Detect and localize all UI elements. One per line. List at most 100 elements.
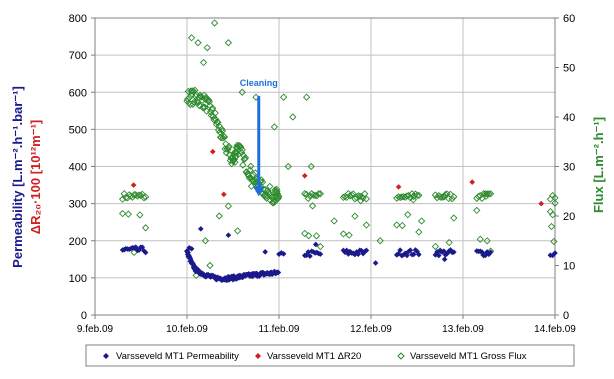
data-point-series-2: [284, 162, 292, 171]
data-point-series-2: [404, 211, 412, 219]
data-point-series-1: [469, 179, 476, 185]
data-point-series-2: [450, 193, 458, 201]
data-point-series-2: [445, 238, 453, 247]
data-point-series-2: [401, 193, 409, 201]
data-point-series-0: [435, 252, 442, 259]
data-point-series-0: [188, 245, 195, 252]
data-point-series-2: [247, 162, 255, 170]
data-point-series-0: [363, 247, 370, 254]
data-point-series-2: [315, 190, 323, 198]
data-point-series-2: [197, 93, 206, 101]
data-point-series-2: [208, 104, 217, 112]
cleaning-arrow-head: [252, 186, 265, 197]
data-point-series-0: [487, 249, 494, 256]
data-point-series-2: [330, 217, 338, 225]
data-point-series-2: [210, 19, 219, 27]
data-point-series-0: [441, 256, 448, 263]
data-point-series-2: [189, 100, 197, 108]
data-point-series-0: [410, 251, 417, 258]
data-point-series-2: [345, 231, 353, 239]
data-point-series-1: [301, 172, 308, 179]
data-point-series-2: [186, 100, 194, 109]
data-point-series-2: [231, 158, 239, 166]
data-point-series-2: [231, 148, 239, 157]
data-point-series-2: [232, 152, 240, 161]
data-point-series-2: [185, 93, 194, 101]
data-point-series-0: [407, 247, 414, 254]
data-point-series-2: [417, 217, 426, 225]
data-point-series-2: [273, 190, 281, 198]
data-point-series-2: [301, 190, 309, 198]
cleaning-annotation: Cleaning: [240, 78, 278, 197]
y-left-tick-label: 0: [81, 310, 87, 322]
y-left-tick-label: 300: [69, 199, 87, 211]
data-point-series-2: [249, 170, 258, 179]
y-left-tick-label: 700: [69, 50, 87, 62]
data-point-series-2: [301, 229, 309, 238]
y-left-tick-label: 800: [69, 13, 87, 25]
data-point-series-0: [404, 252, 410, 259]
data-point-series-2: [230, 155, 238, 163]
data-point-series-2: [275, 192, 283, 200]
data-point-series-2: [311, 191, 319, 199]
data-point-series-2: [199, 103, 208, 111]
data-point-series-2: [448, 195, 456, 203]
data-point-series-2: [118, 209, 127, 218]
legend-marker-series-2: [397, 352, 405, 360]
data-point-series-2: [483, 190, 491, 198]
x-tick-label: 9.feb.09: [77, 324, 114, 335]
y-right-tick-label: 50: [563, 63, 575, 75]
data-point-series-2: [474, 192, 483, 201]
data-point-series-2: [217, 133, 225, 142]
y-right-tick-label: 10: [563, 261, 575, 273]
x-tick-label: 14.feb.09: [534, 324, 576, 335]
y-left-tick-label: 100: [69, 273, 87, 285]
data-point-series-2: [137, 191, 145, 200]
data-point-series-2: [266, 182, 274, 191]
data-point-series-2: [124, 210, 132, 218]
data-point-series-2: [258, 178, 267, 186]
data-point-series-2: [304, 194, 312, 203]
data-point-series-2: [187, 34, 196, 42]
data-point-series-2: [138, 190, 146, 198]
data-point-series-1: [130, 182, 137, 188]
data-point-series-2: [302, 93, 311, 101]
data-point-series-0: [225, 232, 232, 239]
legend-label-permeability: Varsseveld MT1 Permeability: [116, 351, 239, 362]
data-point-series-2: [550, 237, 558, 246]
data-point-series-2: [339, 230, 348, 238]
data-point-series-2: [211, 109, 219, 117]
data-point-series-2: [351, 212, 359, 220]
y-axis-left-label-line2: ΔR₂₀·100 [10¹²m⁻¹]: [28, 120, 43, 235]
data-point-series-2: [308, 202, 317, 210]
data-point-series-2: [140, 194, 148, 202]
data-point-series-2: [187, 87, 195, 95]
data-point-series-1: [395, 184, 402, 190]
data-point-series-0: [280, 251, 287, 257]
data-point-series-2: [483, 237, 491, 245]
y-left-tick-label: 500: [69, 124, 87, 136]
data-point-series-2: [549, 211, 557, 219]
data-point-series-0: [307, 253, 313, 259]
x-tick-label: 12.feb.09: [350, 324, 392, 335]
y-right-tick-label: 30: [563, 162, 575, 174]
data-point-series-2: [225, 142, 233, 151]
data-point-series-2: [201, 237, 210, 245]
data-point-series-2: [316, 190, 325, 198]
data-point-series-2: [214, 118, 222, 126]
data-point-series-2: [188, 87, 196, 95]
data-point-series-2: [361, 190, 369, 198]
data-point-series-2: [234, 150, 242, 159]
data-point-series-2: [339, 193, 348, 202]
data-point-series-2: [206, 261, 214, 270]
gridlines: [95, 18, 555, 315]
data-point-series-2: [551, 199, 559, 207]
data-point-series-0: [312, 241, 319, 248]
data-point-series-2: [141, 193, 150, 201]
data-point-series-0: [355, 251, 362, 258]
data-point-series-2: [312, 232, 321, 240]
data-point-series-0: [262, 249, 269, 255]
data-point-series-2: [224, 202, 233, 210]
